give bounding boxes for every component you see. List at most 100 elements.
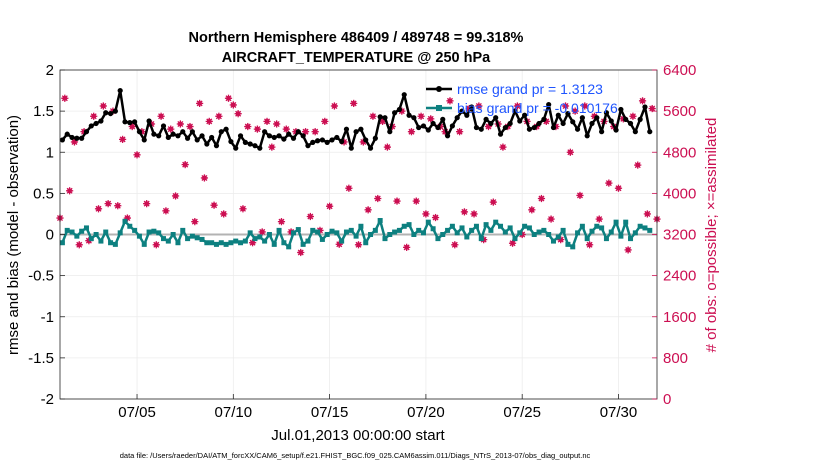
rmse-point — [348, 145, 354, 151]
bias-point — [141, 241, 147, 247]
bias-point — [136, 233, 142, 239]
rmse-point — [396, 106, 403, 113]
rmse-point — [536, 120, 542, 127]
obs-marker-dot — [230, 102, 236, 108]
obs-marker-dot — [177, 121, 183, 127]
rmse-point — [599, 129, 605, 135]
obs-count-marker — [383, 143, 391, 151]
bias-point — [396, 227, 402, 233]
rmse-point — [329, 137, 335, 143]
y-left-tick-label: -2 — [41, 391, 54, 408]
obs-marker-dot — [510, 240, 515, 246]
bias-point — [469, 227, 475, 233]
obs-count-marker — [171, 192, 180, 200]
rmse-point — [98, 118, 104, 124]
obs-count-marker — [215, 112, 223, 120]
rmse-point — [493, 115, 499, 121]
obs-count-marker — [460, 208, 469, 216]
rmse-point — [59, 137, 66, 143]
rmse-point — [377, 114, 383, 120]
obs-marker-dot — [423, 211, 429, 217]
obs-marker-dot — [245, 124, 251, 129]
obs-count-marker — [499, 143, 507, 151]
bias-point — [632, 230, 638, 236]
obs-marker-dot — [582, 103, 588, 109]
rmse-point — [363, 137, 369, 143]
obs-count-marker — [547, 215, 555, 223]
obs-marker-dot — [76, 242, 82, 248]
rmse-point — [290, 135, 297, 141]
bias-point — [218, 240, 224, 246]
x-tick-label: 07/30 — [600, 404, 638, 421]
obs-count-marker — [191, 218, 199, 226]
bias-point — [449, 223, 455, 229]
obs-marker-dot — [625, 247, 631, 253]
rmse-point — [127, 120, 133, 126]
obs-marker-dot — [365, 207, 371, 213]
x-tick-label: 07/10 — [215, 404, 253, 421]
bias-point — [189, 233, 195, 239]
bias-point — [353, 233, 359, 239]
obs-count-marker — [528, 206, 536, 214]
y-axis-left-label: rmse and bias (model - observation) — [5, 115, 22, 355]
obs-marker-dot — [264, 119, 270, 124]
obs-count-marker — [220, 210, 228, 218]
obs-marker-dot — [182, 162, 188, 167]
rmse-point — [589, 120, 595, 127]
obs-count-marker — [253, 125, 261, 133]
y-left-tick-label: 2 — [46, 62, 54, 79]
x-axis-label: Jul.01,2013 00:00:00 start — [271, 427, 445, 444]
obs-marker-dot — [413, 198, 419, 204]
bias-point — [589, 228, 595, 234]
obs-marker-dot — [192, 219, 198, 225]
y-left-tick-label: 0.5 — [33, 185, 54, 202]
obs-marker-dot — [67, 188, 73, 194]
bias-point — [498, 223, 504, 229]
bias-point — [435, 236, 441, 242]
obs-marker-dot — [644, 211, 650, 217]
rmse-point — [160, 123, 167, 129]
rmse-point — [339, 138, 345, 145]
bias-point — [180, 227, 186, 233]
obs-count-marker — [167, 125, 175, 133]
obs-marker-dot — [221, 211, 227, 217]
obs-marker-dot — [259, 229, 265, 235]
rmse-point — [560, 120, 566, 127]
obs-count-marker — [176, 120, 184, 128]
bias-point — [103, 229, 109, 235]
bias-point — [199, 236, 205, 242]
bias-point — [117, 230, 123, 236]
obs-marker-dot — [375, 196, 381, 201]
rmse-point — [454, 115, 460, 121]
obs-marker-dot — [240, 206, 246, 212]
rmse-point — [242, 139, 248, 145]
bias-point — [613, 219, 619, 225]
obs-marker-dot — [428, 116, 434, 122]
rmse-point — [435, 124, 441, 131]
obs-count-marker — [417, 112, 425, 120]
y-right-tick-label: 2400 — [663, 268, 696, 285]
rmse-point — [343, 126, 350, 132]
obs-marker-dot — [346, 185, 352, 191]
bias-point — [266, 232, 272, 237]
obs-marker-dot — [457, 129, 463, 135]
bias-point — [233, 238, 239, 244]
obs-marker-dot — [187, 124, 193, 129]
rmse-point — [107, 110, 114, 117]
bias-point — [603, 236, 609, 242]
rmse-point — [416, 124, 422, 131]
obs-marker-dot — [307, 214, 313, 219]
obs-marker-dot — [168, 126, 174, 132]
obs-marker-dot — [616, 185, 621, 191]
obs-marker-dot — [202, 175, 207, 181]
obs-count-marker — [374, 194, 382, 203]
rmse-point — [483, 116, 489, 122]
bias-point — [300, 241, 306, 247]
obs-marker-dot — [596, 216, 602, 222]
obs-count-marker — [200, 174, 209, 182]
bias-point — [377, 218, 383, 224]
rmse-point — [199, 133, 205, 139]
obs-marker-dot — [404, 244, 410, 250]
obs-count-marker — [412, 197, 420, 205]
obs-count-marker — [94, 205, 103, 213]
